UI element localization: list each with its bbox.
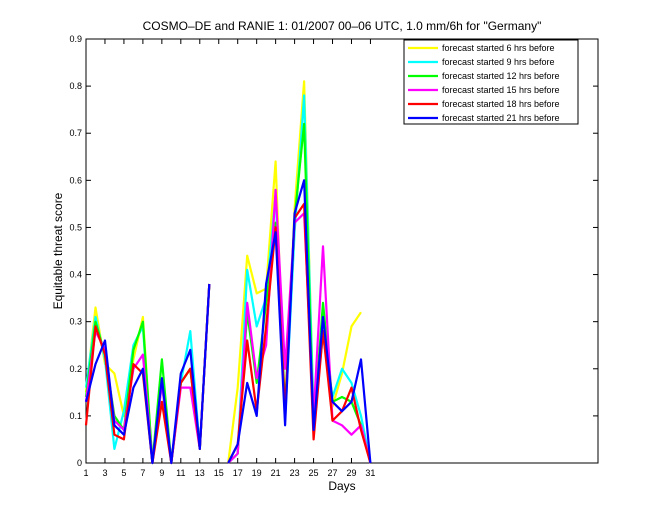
- x-tick-label: 7: [140, 468, 145, 478]
- series-line: [227, 202, 372, 464]
- x-tick-label: 1: [83, 468, 88, 478]
- y-tick-label: 0.1: [69, 411, 82, 421]
- legend-entry: forecast started 12 hrs before: [442, 71, 560, 81]
- y-tick-label: 0.7: [69, 128, 82, 138]
- y-axis-ticks: 0 0.1 0.2 0.3 0.4 0.5 0.6 0.7 0.8 0.9: [69, 34, 598, 468]
- x-tick-label: 21: [271, 468, 281, 478]
- y-tick-label: 0.5: [69, 222, 82, 232]
- legend-entry: forecast started 6 hrs before: [442, 43, 555, 53]
- series-line: [84, 283, 211, 465]
- x-tick-label: 11: [176, 468, 185, 478]
- x-tick-label: 27: [328, 468, 338, 478]
- x-tick-label: 3: [102, 468, 107, 478]
- series-lines: [84, 80, 372, 465]
- y-tick-label: 0.6: [69, 175, 82, 185]
- y-tick-label: 0.2: [69, 364, 82, 374]
- chart-title: COSMO–DE and RANIE 1: 01/2007 00–06 UTC,…: [143, 19, 542, 33]
- y-tick-label: 0: [77, 458, 82, 468]
- x-tick-label: 17: [233, 468, 243, 478]
- x-axis-ticks: 1 3 5 7 9 11 13 15 17 19 21 23 25 27 29 31: [83, 39, 375, 478]
- legend-box: [403, 39, 579, 125]
- y-tick-label: 0.8: [69, 81, 82, 91]
- y-axis-label: Equitable threat score: [51, 192, 65, 309]
- x-tick-label: 5: [121, 468, 126, 478]
- series-line: [227, 188, 372, 464]
- y-tick-label: 0.9: [69, 34, 82, 44]
- x-tick-label: 31: [365, 468, 375, 478]
- legend-entry: forecast started 21 hrs before: [442, 113, 560, 123]
- legend-entry: forecast started 18 hrs before: [442, 99, 560, 109]
- series-line: [227, 179, 372, 464]
- x-tick-label: 25: [309, 468, 319, 478]
- x-tick-label: 19: [252, 468, 262, 478]
- y-tick-label: 0.4: [69, 270, 82, 280]
- x-tick-label: 15: [214, 468, 224, 478]
- legend-entry: forecast started 15 hrs before: [442, 85, 560, 95]
- x-tick-label: 23: [290, 468, 300, 478]
- legend: forecast started 6 hrs before forecast st…: [403, 39, 579, 125]
- legend-entry: forecast started 9 hrs before: [442, 57, 555, 67]
- x-tick-label: 13: [195, 468, 205, 478]
- x-axis-label: Days: [328, 479, 355, 493]
- y-tick-label: 0.3: [69, 317, 82, 327]
- x-tick-label: 9: [159, 468, 164, 478]
- x-tick-label: 29: [346, 468, 356, 478]
